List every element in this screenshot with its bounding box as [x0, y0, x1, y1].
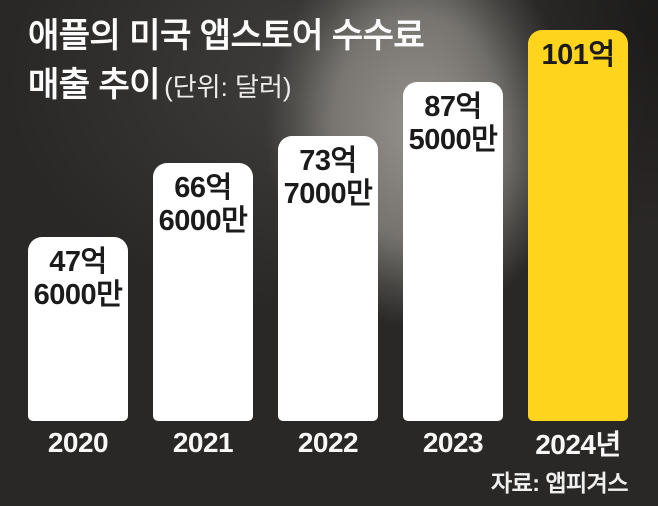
bar-value-line1: 87억: [424, 91, 482, 123]
bar-column-2024: 101억 2024년: [528, 30, 628, 463]
axis-label-2024: 2024년: [535, 429, 621, 460]
bar-value-label: 73억 7000만: [278, 145, 378, 211]
bar-value-line1: 73억: [299, 145, 357, 177]
chart-title-line2: 매출 추이: [28, 66, 161, 104]
unit-note: (단위: 달러): [164, 72, 292, 102]
bar-value-line2: 7000만: [283, 178, 373, 210]
axis-label-2022: 2022: [297, 427, 359, 458]
axis-label-2021: 2021: [172, 427, 234, 458]
bar-2022: 73억 7000만: [278, 136, 378, 421]
bar-2021: 66억 6000만: [153, 163, 253, 421]
bar-column-2022: 73억 7000만 2022: [278, 30, 378, 463]
bar-2020: 47억 6000만: [28, 237, 128, 421]
bar-value-line2: 6000만: [158, 205, 248, 237]
bar-value-line1: 47억: [49, 246, 107, 278]
bar-value-line2: 5000만: [408, 124, 498, 156]
bar-value-line1: 66억: [174, 172, 232, 204]
bar-chart: 47억 6000만 2020 66억 6000만 2021: [28, 30, 628, 463]
axis-label-2020: 2020: [47, 427, 109, 458]
bar-area: 87억 5000만: [403, 30, 503, 421]
bar-value-line2: 6000만: [33, 279, 123, 311]
bar-value-line1: 101억: [541, 39, 615, 71]
chart-title-line2-row: 매출 추이 (단위: 달러): [28, 61, 424, 112]
bar-value-label: 87억 5000만: [403, 91, 503, 157]
bar-value-label: 66억 6000만: [153, 172, 253, 238]
bar-value-label: 47억 6000만: [28, 246, 128, 312]
bar-area: 66억 6000만: [153, 30, 253, 421]
chart-title: 애플의 미국 앱스토어 수수료 매출 추이 (단위: 달러): [28, 12, 425, 112]
axis-label-2023: 2023: [422, 427, 484, 458]
bar-area: 101억: [528, 30, 628, 421]
bar-column-2020: 47억 6000만 2020: [28, 30, 128, 463]
source-credit: 자료: 앱피겨스: [490, 470, 629, 496]
chart-title-line1: 애플의 미국 앱스토어 수수료: [28, 17, 425, 55]
bar-column-2023: 87억 5000만 2023: [403, 30, 503, 463]
bar-2024-highlighted: 101억: [528, 30, 628, 421]
bar-area: 47억 6000만: [28, 30, 128, 421]
bar-column-2021: 66억 6000만 2021: [153, 30, 253, 463]
bar-value-label: 101억: [528, 39, 628, 72]
bar-2023: 87억 5000만: [403, 82, 503, 421]
bar-area: 73억 7000만: [278, 30, 378, 421]
